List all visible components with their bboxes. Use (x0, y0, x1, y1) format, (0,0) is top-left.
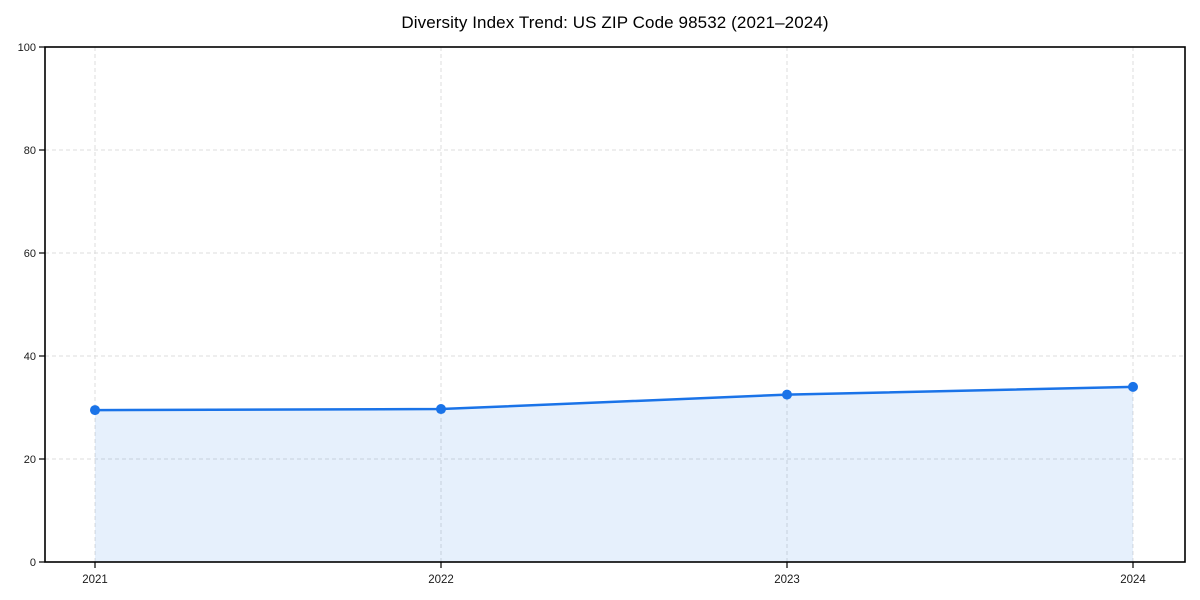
data-point-marker (90, 405, 100, 416)
data-point-marker (782, 389, 792, 400)
y-tick-label: 0 (30, 557, 36, 569)
x-tick-label: 2023 (774, 574, 800, 586)
series-line (93, 385, 1135, 412)
x-tick-label: 2024 (1120, 574, 1146, 586)
y-tick-label: 100 (18, 42, 36, 54)
y-tick-label: 80 (24, 145, 36, 157)
data-point-marker (436, 404, 446, 415)
y-tick-label: 60 (24, 248, 36, 260)
chart-title: Diversity Index Trend: US ZIP Code 98532… (401, 13, 829, 32)
data-point-marker (1128, 381, 1138, 392)
series-area-fill (95, 386, 1133, 562)
y-tick-label: 20 (24, 454, 36, 466)
x-tick-label: 2022 (428, 574, 454, 586)
y-tick-label: 40 (24, 351, 36, 363)
plot-frame (44, 46, 1186, 563)
x-tick-label: 2021 (82, 574, 108, 586)
